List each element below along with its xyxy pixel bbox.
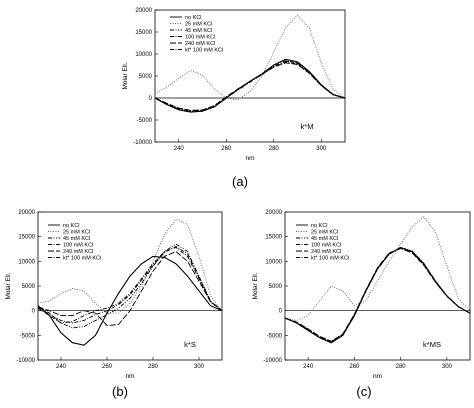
chart-panel-b: -10000 -5000 0 5000 10000 15000 20000 240 260 280… — [5, 210, 223, 399]
y-axis-label: Molar Ell. — [5, 272, 12, 299]
y-tick-label: 10000 — [135, 52, 152, 58]
legend-label: no KCl — [311, 223, 328, 229]
legend-label: 45 mM KCl — [63, 236, 90, 242]
series-line-1 — [37, 255, 223, 346]
series-line-5 — [37, 250, 223, 326]
series-line-3 — [284, 248, 471, 343]
x-tick-label: 240 — [56, 364, 67, 370]
series-line-6 — [37, 245, 223, 324]
legend-label: kt* 100 mM KCl — [185, 48, 223, 54]
panel-annotation: k*MS — [423, 340, 441, 349]
y-tick-label: 0 — [32, 309, 36, 315]
y-tick-label: 20000 — [135, 8, 152, 14]
y-tick-label: 15000 — [265, 235, 282, 241]
x-axis-label: nm — [245, 155, 254, 162]
series-line-4 — [284, 247, 471, 343]
y-tick-label: -5000 — [267, 333, 283, 339]
y-tick-label: 10000 — [18, 259, 35, 265]
legend-label: 100 mM KCl — [185, 35, 215, 41]
series-line-6 — [154, 60, 346, 112]
series-line-2 — [154, 14, 346, 101]
y-tick-label: 20000 — [265, 210, 282, 216]
panel-caption: (c) — [356, 384, 371, 399]
x-tick-label: 260 — [102, 364, 113, 370]
x-axis-label: nm — [373, 373, 382, 380]
y-axis-label: Molar Ell. — [252, 272, 259, 299]
series-line-3 — [154, 60, 346, 112]
plot-frame — [154, 9, 346, 143]
x-tick-label: 300 — [194, 364, 205, 370]
x-tick-label: 280 — [269, 146, 280, 152]
legend-label: kt* 100 mM KCl — [311, 256, 349, 262]
series-line-6 — [284, 247, 471, 343]
x-tick-label: 260 — [349, 364, 360, 370]
series-line-1 — [284, 246, 471, 344]
y-tick-label: 0 — [149, 96, 153, 102]
series-line-4 — [154, 61, 346, 112]
legend-label: 240 mM KCl — [311, 249, 341, 255]
legend-label: 45 mM KCl — [311, 236, 338, 242]
y-tick-label: 5000 — [139, 74, 153, 80]
series-line-2 — [37, 218, 223, 314]
y-tick-label: 15000 — [18, 235, 35, 241]
y-tick-label: -10000 — [16, 358, 35, 364]
y-tick-label: -5000 — [137, 118, 153, 124]
legend-label: 100 mM KCl — [63, 243, 93, 249]
x-tick-label: 300 — [442, 364, 453, 370]
chart-panel-a: -10000 -5000 0 5000 10000 15000 20000 240 260 280… — [122, 8, 346, 189]
legend-label: 45 mM KCl — [185, 28, 212, 34]
y-axis-label: Molar Ell. — [122, 62, 129, 89]
series-line-5 — [154, 62, 346, 111]
series-line-5 — [284, 248, 471, 342]
x-tick-label: 280 — [148, 364, 159, 370]
legend-label: 25 mM KCl — [185, 22, 212, 28]
x-tick-label: 240 — [174, 146, 185, 152]
y-tick-label: 5000 — [22, 284, 36, 290]
panel-annotation: k*M — [301, 122, 314, 131]
legend-label: 25 mM KCl — [63, 230, 90, 236]
legend-label: kt* 100 mM KCl — [63, 256, 101, 262]
y-tick-label: 15000 — [135, 30, 152, 36]
legend-label: no KCl — [185, 15, 202, 21]
x-tick-label: 260 — [221, 146, 232, 152]
series-line-1 — [154, 58, 346, 113]
y-tick-label: 0 — [279, 309, 283, 315]
y-tick-label: 20000 — [18, 210, 35, 216]
y-tick-label: -10000 — [263, 358, 282, 364]
chart-panel-c: -10000 -5000 0 5000 10000 15000 20000 240 260 280… — [252, 210, 471, 399]
legend-label: 25 mM KCl — [311, 230, 338, 236]
y-tick-label: -10000 — [133, 140, 152, 146]
legend-label: 100 mM KCl — [311, 243, 341, 249]
panel-caption: (b) — [112, 384, 128, 399]
y-tick-label: 10000 — [265, 259, 282, 265]
legend-label: 240 mM KCl — [63, 249, 93, 255]
legend-label: no KCl — [63, 223, 80, 229]
legend-label: 240 mM KCl — [185, 41, 215, 47]
x-tick-label: 240 — [303, 364, 314, 370]
panel-caption: (a) — [232, 174, 248, 189]
y-tick-label: -5000 — [20, 333, 36, 339]
panel-annotation: k*S — [184, 340, 196, 349]
series-line-3 — [37, 243, 223, 329]
y-tick-label: 5000 — [269, 284, 283, 290]
x-axis-label: nm — [125, 373, 134, 380]
x-tick-label: 280 — [396, 364, 407, 370]
x-tick-label: 300 — [316, 146, 327, 152]
